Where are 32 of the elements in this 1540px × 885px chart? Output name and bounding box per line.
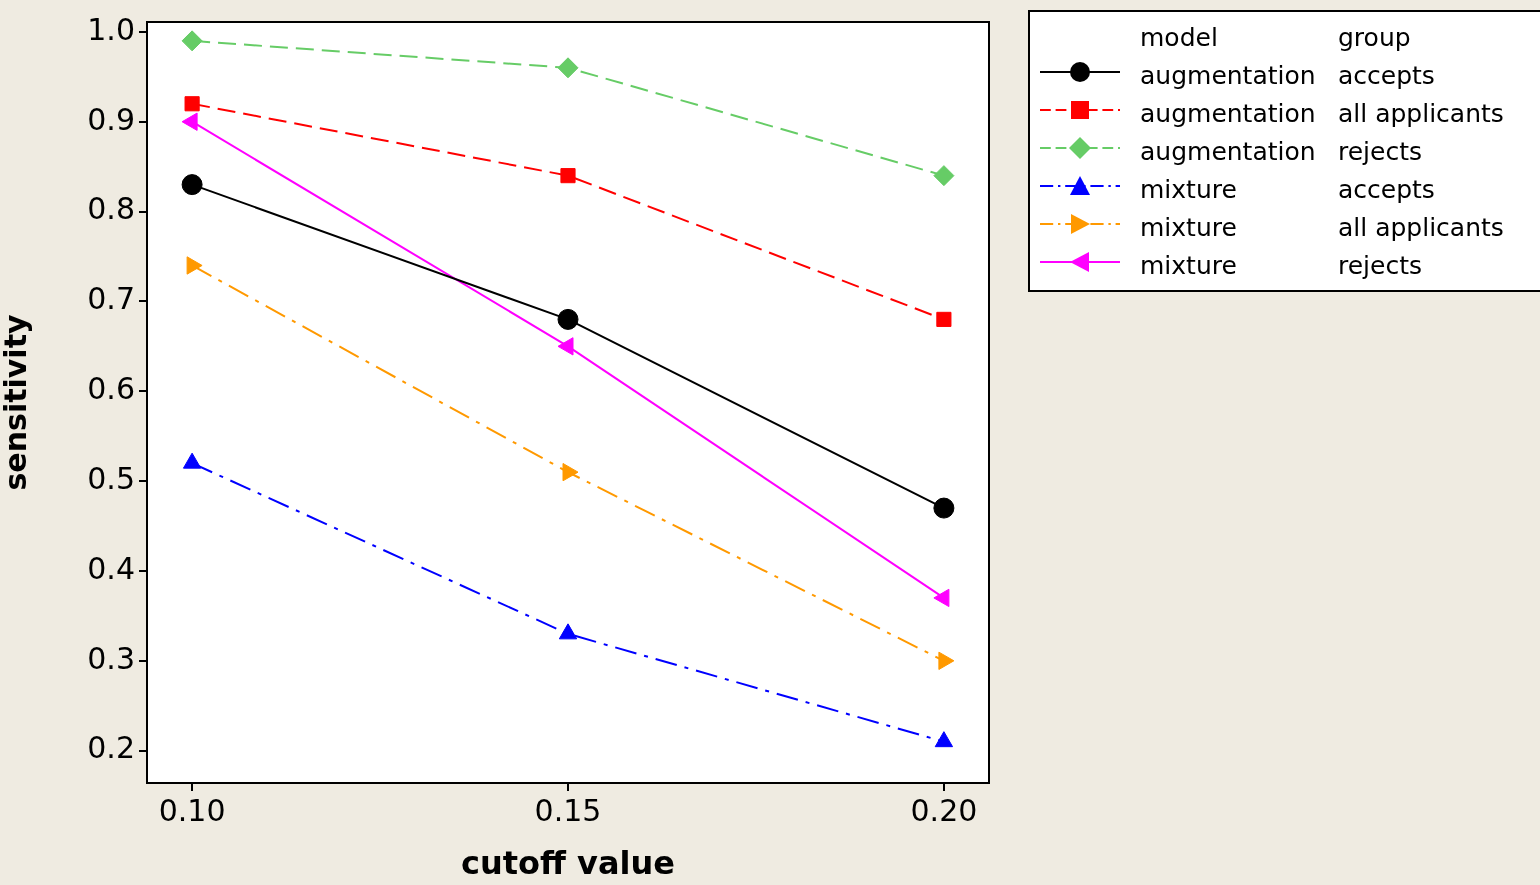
- point: [934, 731, 954, 748]
- text: mixture all applicants: [1140, 212, 1504, 242]
- point: [558, 623, 578, 640]
- text: mixture accepts: [1140, 174, 1435, 204]
- legend-label: augmentation rejects: [1140, 136, 1423, 166]
- point: [557, 57, 579, 79]
- point: [936, 311, 952, 327]
- y-tick-label: 0.8: [87, 191, 135, 227]
- y-tick-label: 0.3: [87, 640, 135, 676]
- point: [181, 174, 203, 196]
- y-tick-label: 0.5: [87, 460, 135, 496]
- legend-label: augmentation accepts: [1140, 60, 1435, 90]
- x-tick-label: 0.10: [158, 792, 226, 828]
- y-axis-title: sensitivity: [0, 314, 33, 491]
- y-tick-label: 0.9: [87, 101, 135, 137]
- legend-label: augmentation all applicants: [1140, 98, 1504, 128]
- point: [181, 30, 203, 52]
- x-tick-label: 0.15: [534, 792, 602, 828]
- y-tick-label: 1.0: [87, 11, 135, 47]
- text: mixture rejects: [1140, 250, 1423, 280]
- point: [933, 165, 955, 187]
- y-tick-label: 0.6: [87, 371, 135, 407]
- x-tick-label: 0.20: [910, 792, 978, 828]
- y-tick-label: 0.7: [87, 281, 135, 317]
- text: model group: [1140, 22, 1411, 52]
- y-tick-label: 0.2: [87, 730, 135, 766]
- point: [560, 168, 576, 184]
- point: [557, 308, 579, 330]
- y-tick-label: 0.4: [87, 550, 135, 586]
- point: [184, 96, 200, 112]
- x-axis-title: cutoff value: [461, 844, 675, 883]
- point: [933, 497, 955, 519]
